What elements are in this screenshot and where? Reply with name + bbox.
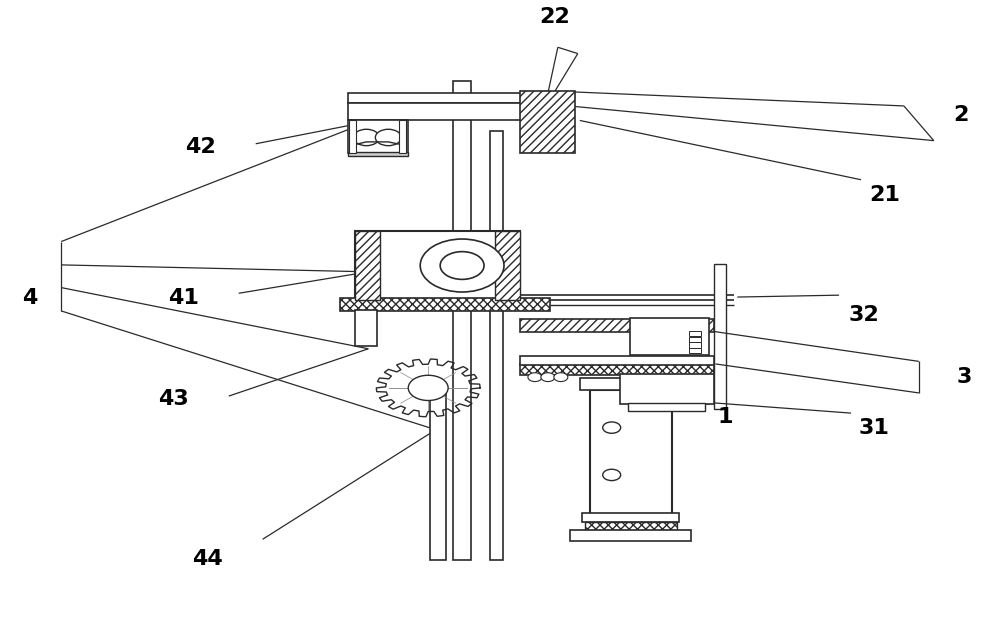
Bar: [355, 231, 380, 300]
Bar: [585, 522, 677, 530]
Bar: [570, 530, 691, 541]
Bar: [348, 152, 408, 156]
Circle shape: [353, 129, 379, 146]
Text: 3: 3: [957, 367, 972, 387]
Bar: [355, 231, 520, 300]
Text: 43: 43: [158, 389, 189, 409]
Bar: [689, 342, 701, 347]
Circle shape: [528, 373, 542, 382]
Circle shape: [440, 252, 484, 280]
Bar: [348, 120, 408, 153]
Bar: [689, 348, 701, 353]
Bar: [714, 264, 726, 409]
Bar: [520, 319, 714, 332]
Text: 22: 22: [539, 7, 570, 27]
Bar: [520, 364, 714, 375]
Bar: [349, 120, 356, 153]
Bar: [630, 318, 709, 355]
Text: 44: 44: [192, 549, 223, 569]
Text: 4: 4: [22, 288, 37, 308]
Bar: [689, 337, 701, 342]
Bar: [399, 120, 406, 153]
Bar: [348, 93, 568, 103]
Circle shape: [554, 373, 568, 382]
Circle shape: [408, 375, 448, 401]
Circle shape: [541, 373, 555, 382]
Text: 42: 42: [185, 137, 216, 157]
Bar: [582, 514, 679, 522]
Bar: [620, 374, 714, 404]
Bar: [590, 390, 672, 522]
Bar: [628, 403, 705, 411]
Bar: [520, 91, 575, 153]
Circle shape: [603, 469, 621, 481]
Text: 21: 21: [869, 184, 900, 205]
Text: 1: 1: [717, 407, 733, 427]
Circle shape: [603, 422, 621, 433]
Circle shape: [420, 239, 504, 292]
Text: 41: 41: [168, 288, 199, 308]
Text: 2: 2: [954, 105, 969, 126]
Bar: [340, 299, 550, 311]
Bar: [348, 103, 568, 120]
Bar: [453, 81, 471, 560]
Bar: [495, 231, 520, 300]
Text: 32: 32: [849, 304, 880, 325]
Circle shape: [375, 129, 401, 146]
Bar: [355, 310, 377, 346]
Text: 31: 31: [859, 418, 890, 438]
Bar: [430, 387, 446, 560]
Bar: [580, 378, 681, 390]
Bar: [689, 331, 701, 336]
Bar: [520, 356, 714, 365]
Bar: [490, 131, 503, 560]
